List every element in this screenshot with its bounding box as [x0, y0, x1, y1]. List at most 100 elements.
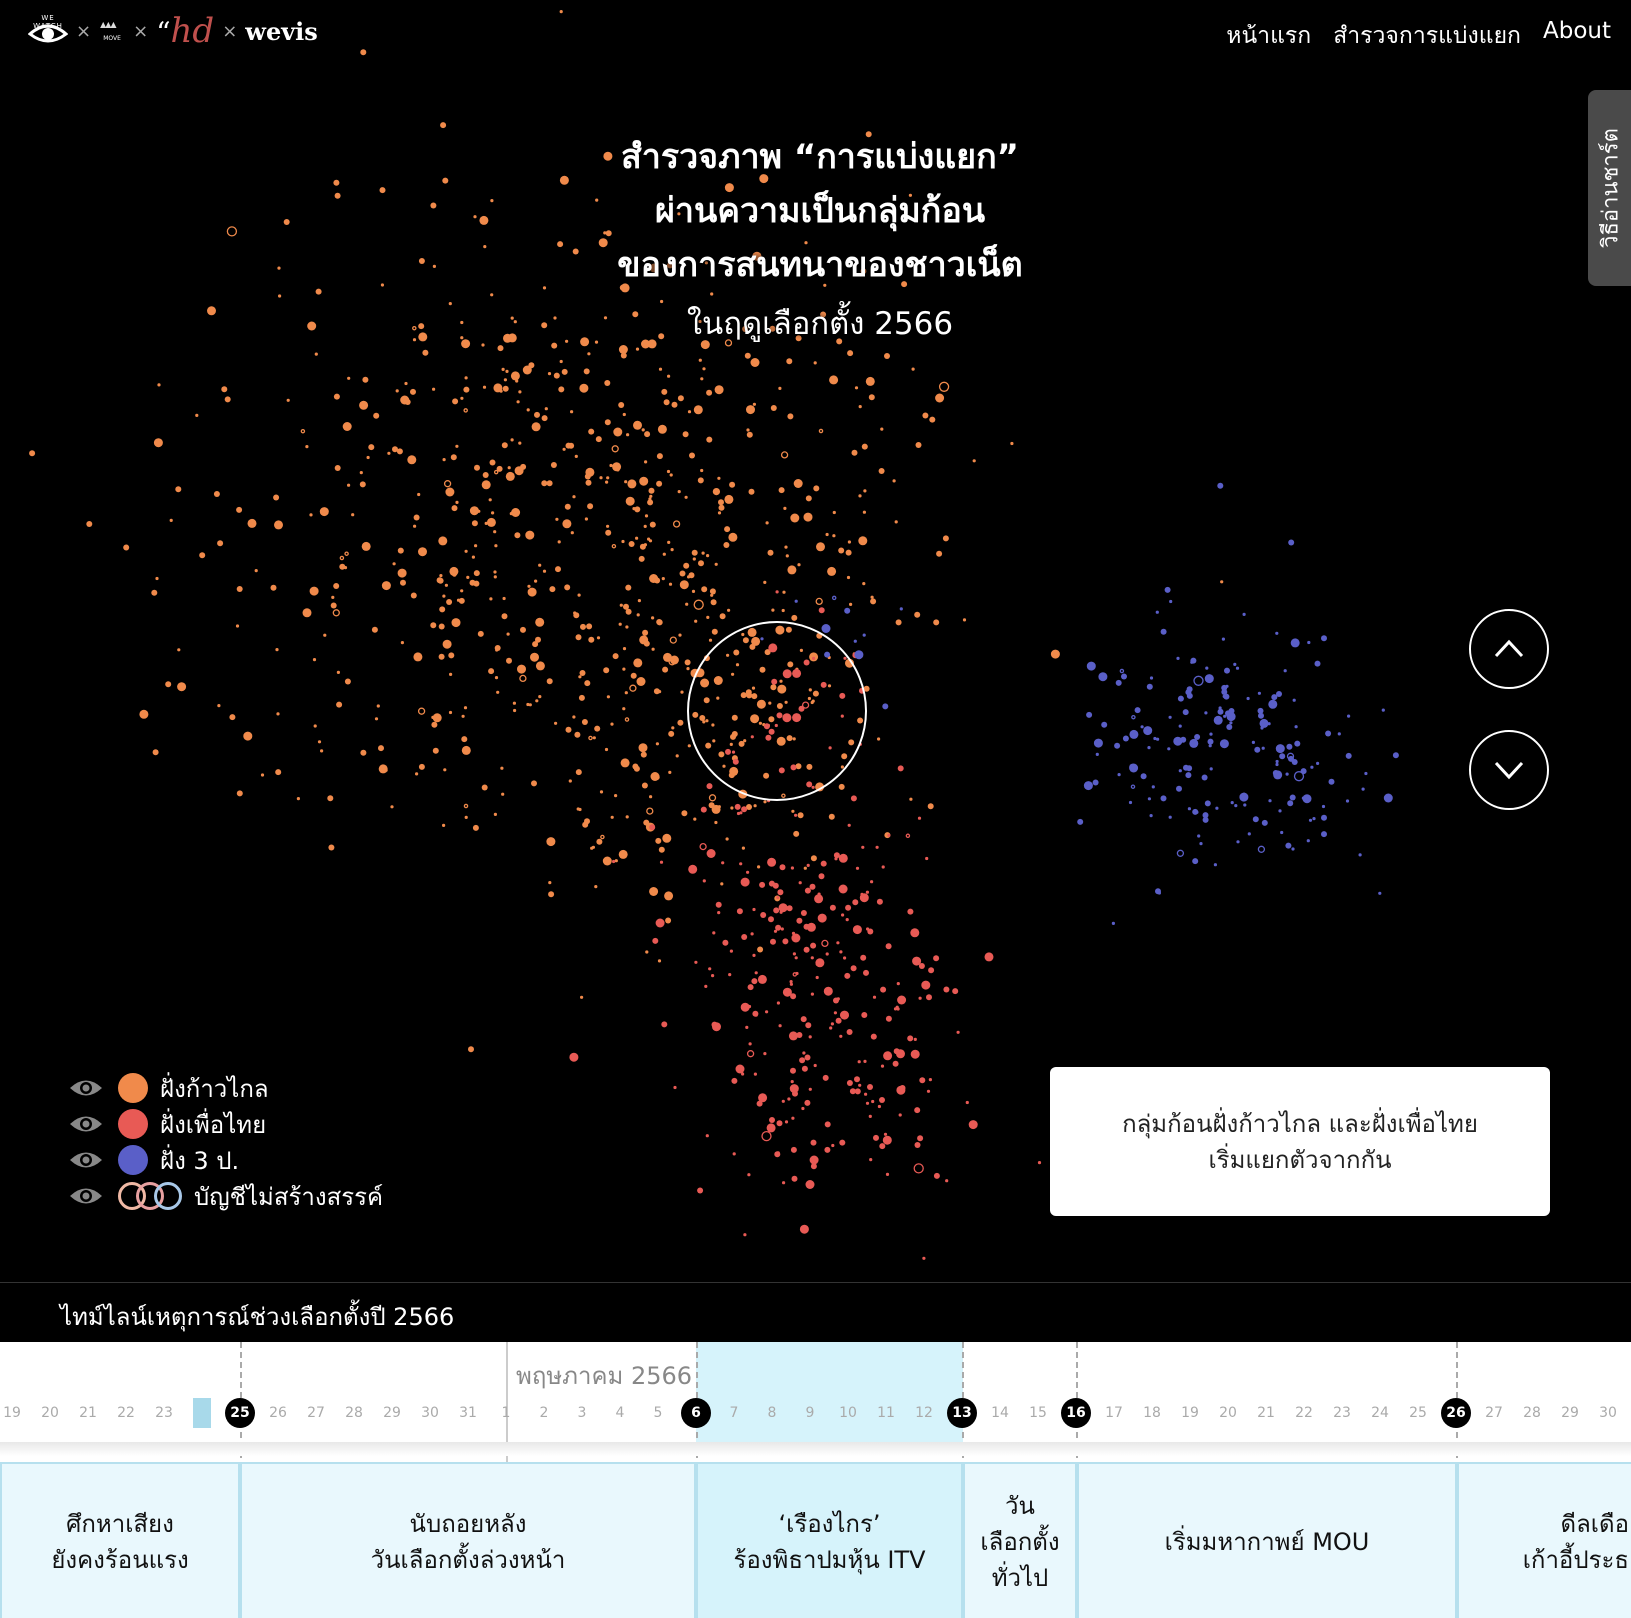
timeline-day[interactable]: 23 [1333, 1405, 1351, 1421]
timeline-event[interactable]: นับถอยหลัง วันเลือกตั้งล่วงหน้า [240, 1462, 696, 1618]
scatter-point [641, 782, 648, 789]
wewatch-logo[interactable]: WE WATCH [27, 14, 69, 48]
eye-icon[interactable] [68, 1077, 104, 1099]
timeline-day[interactable]: 5 [653, 1405, 663, 1421]
scroll-down-button[interactable] [1469, 730, 1549, 810]
scatter-point [235, 624, 240, 628]
timeline-day[interactable]: 31 [459, 1405, 477, 1421]
scatter-point [747, 1004, 752, 1009]
scatter-point [861, 443, 868, 450]
scatter-point [706, 389, 713, 396]
timeline-day[interactable]: 30 [1599, 1405, 1617, 1421]
timeline[interactable]: พฤษภาคม 2566 19 20 21 22 23 24 25 26 27 28 29 30 31 1… [0, 1342, 1631, 1618]
scatter-point [387, 451, 391, 455]
timeline-day[interactable]: 9 [805, 1405, 815, 1421]
timeline-day[interactable]: 26 [1441, 1398, 1471, 1428]
timeline-day[interactable]: 18 [1143, 1405, 1161, 1421]
timeline-day[interactable]: 8 [767, 1405, 777, 1421]
timeline-day[interactable]: 24 [1371, 1405, 1389, 1421]
timeline-day[interactable]: 17 [1105, 1405, 1123, 1421]
legend-item-pheu-thai[interactable]: ฝั่งเพื่อไทย [68, 1106, 383, 1142]
timeline-day[interactable]: 25 [1409, 1405, 1427, 1421]
timeline-event-active[interactable]: ‘เรืองไกร’ ร้องพิธาปมหุ้น ITV [696, 1462, 963, 1618]
scatter-point [622, 667, 626, 671]
timeline-day[interactable]: 10 [839, 1405, 857, 1421]
scatter-point [739, 811, 743, 815]
how-to-read-tab[interactable]: วิธีอ่านชาร์ต [1588, 90, 1631, 286]
scatter-point [392, 562, 396, 566]
legend-item-unconstructive-accounts[interactable]: บัญชีไม่สร้างสรรค์ [68, 1178, 383, 1214]
move-logo[interactable]: MOVE [99, 17, 125, 45]
scroll-up-button[interactable] [1469, 609, 1549, 689]
timeline-day[interactable]: 22 [1295, 1405, 1313, 1421]
timeline-day[interactable]: 15 [1029, 1405, 1047, 1421]
timeline-day[interactable]: 7 [729, 1405, 739, 1421]
nav-about[interactable]: About [1542, 18, 1611, 44]
scatter-point [413, 514, 420, 521]
scatter-point [535, 699, 539, 703]
timeline-day[interactable]: 30 [421, 1405, 439, 1421]
timeline-day[interactable]: 2 [539, 1405, 549, 1421]
scatter-point [673, 1085, 677, 1090]
scatter-point [396, 448, 403, 455]
timeline-day[interactable]: 24 [193, 1398, 211, 1428]
scatter-point [639, 476, 649, 486]
timeline-day[interactable]: 19 [1181, 1405, 1199, 1421]
nav-home[interactable]: หน้าแรก [1226, 23, 1312, 49]
timeline-day[interactable]: 12 [915, 1405, 933, 1421]
timeline-day[interactable]: 25 [225, 1398, 255, 1428]
timeline-day[interactable]: 27 [307, 1405, 325, 1421]
timeline-day[interactable]: 28 [345, 1405, 363, 1421]
scatter-point [588, 428, 595, 435]
timeline-day[interactable]: 26 [269, 1405, 287, 1421]
eye-icon[interactable] [68, 1185, 104, 1207]
scatter-point [786, 735, 793, 742]
scatter-point [839, 950, 843, 954]
scatter-point [770, 938, 776, 945]
timeline-day[interactable]: 20 [1219, 1405, 1237, 1421]
timeline-day[interactable]: 22 [117, 1405, 135, 1421]
timeline-day[interactable]: 27 [1485, 1405, 1503, 1421]
scatter-point [1092, 779, 1099, 786]
timeline-day[interactable]: 4 [615, 1405, 625, 1421]
timeline-day[interactable]: 3 [577, 1405, 587, 1421]
timeline-day[interactable]: 13 [947, 1398, 977, 1428]
event-line: ‘เรืองไกร’ [778, 1510, 881, 1538]
timeline-day[interactable]: 16 [1061, 1398, 1091, 1428]
timeline-day[interactable]: 6 [681, 1398, 711, 1428]
timeline-day[interactable]: 21 [79, 1405, 97, 1421]
scatter-point [1168, 815, 1172, 819]
timeline-day[interactable]: 29 [1561, 1405, 1579, 1421]
timeline-event[interactable]: วัน เลือกตั้ง ทั่วไป [963, 1462, 1077, 1618]
scatter-point [165, 681, 172, 688]
eye-icon[interactable] [68, 1149, 104, 1171]
timeline-day[interactable]: 19 [3, 1405, 21, 1421]
timeline-day[interactable]: 14 [991, 1405, 1009, 1421]
scatter-point [639, 635, 649, 645]
hd-logo[interactable]: “hd [156, 11, 215, 51]
timeline-event[interactable]: ศึกหาเสียง ยังคงร้อนแรง [0, 1462, 240, 1618]
timeline-day[interactable]: 1 [501, 1405, 511, 1421]
scatter-point [1314, 660, 1321, 667]
timeline-day[interactable]: 21 [1257, 1405, 1275, 1421]
scatter-point [724, 526, 731, 533]
legend-item-move-forward[interactable]: ฝั่งก้าวไกล [68, 1070, 383, 1106]
wevis-logo[interactable]: wevis [245, 16, 318, 46]
scatter-point [603, 667, 610, 674]
nav-explore[interactable]: สำรวจการแบ่งแยก [1333, 23, 1521, 49]
eye-icon[interactable] [68, 1113, 104, 1135]
scatter-point [871, 1099, 875, 1104]
legend-item-3p[interactable]: ฝั่ง 3 ป. [68, 1142, 383, 1178]
scatter-point [1308, 818, 1313, 822]
timeline-day[interactable]: 29 [383, 1405, 401, 1421]
timeline-day[interactable]: 28 [1523, 1405, 1541, 1421]
scatter-point [438, 623, 445, 630]
scatter-point [818, 873, 825, 880]
scatter-point [768, 916, 774, 923]
timeline-day[interactable]: 11 [877, 1405, 895, 1421]
timeline-event[interactable]: เริ่มมหากาพย์ MOU [1077, 1462, 1457, 1618]
scatter-point [415, 772, 419, 776]
timeline-day[interactable]: 20 [41, 1405, 59, 1421]
timeline-event[interactable]: ดีลเดือ เก้าอี้ประธ [1457, 1462, 1631, 1618]
timeline-day[interactable]: 23 [155, 1405, 173, 1421]
